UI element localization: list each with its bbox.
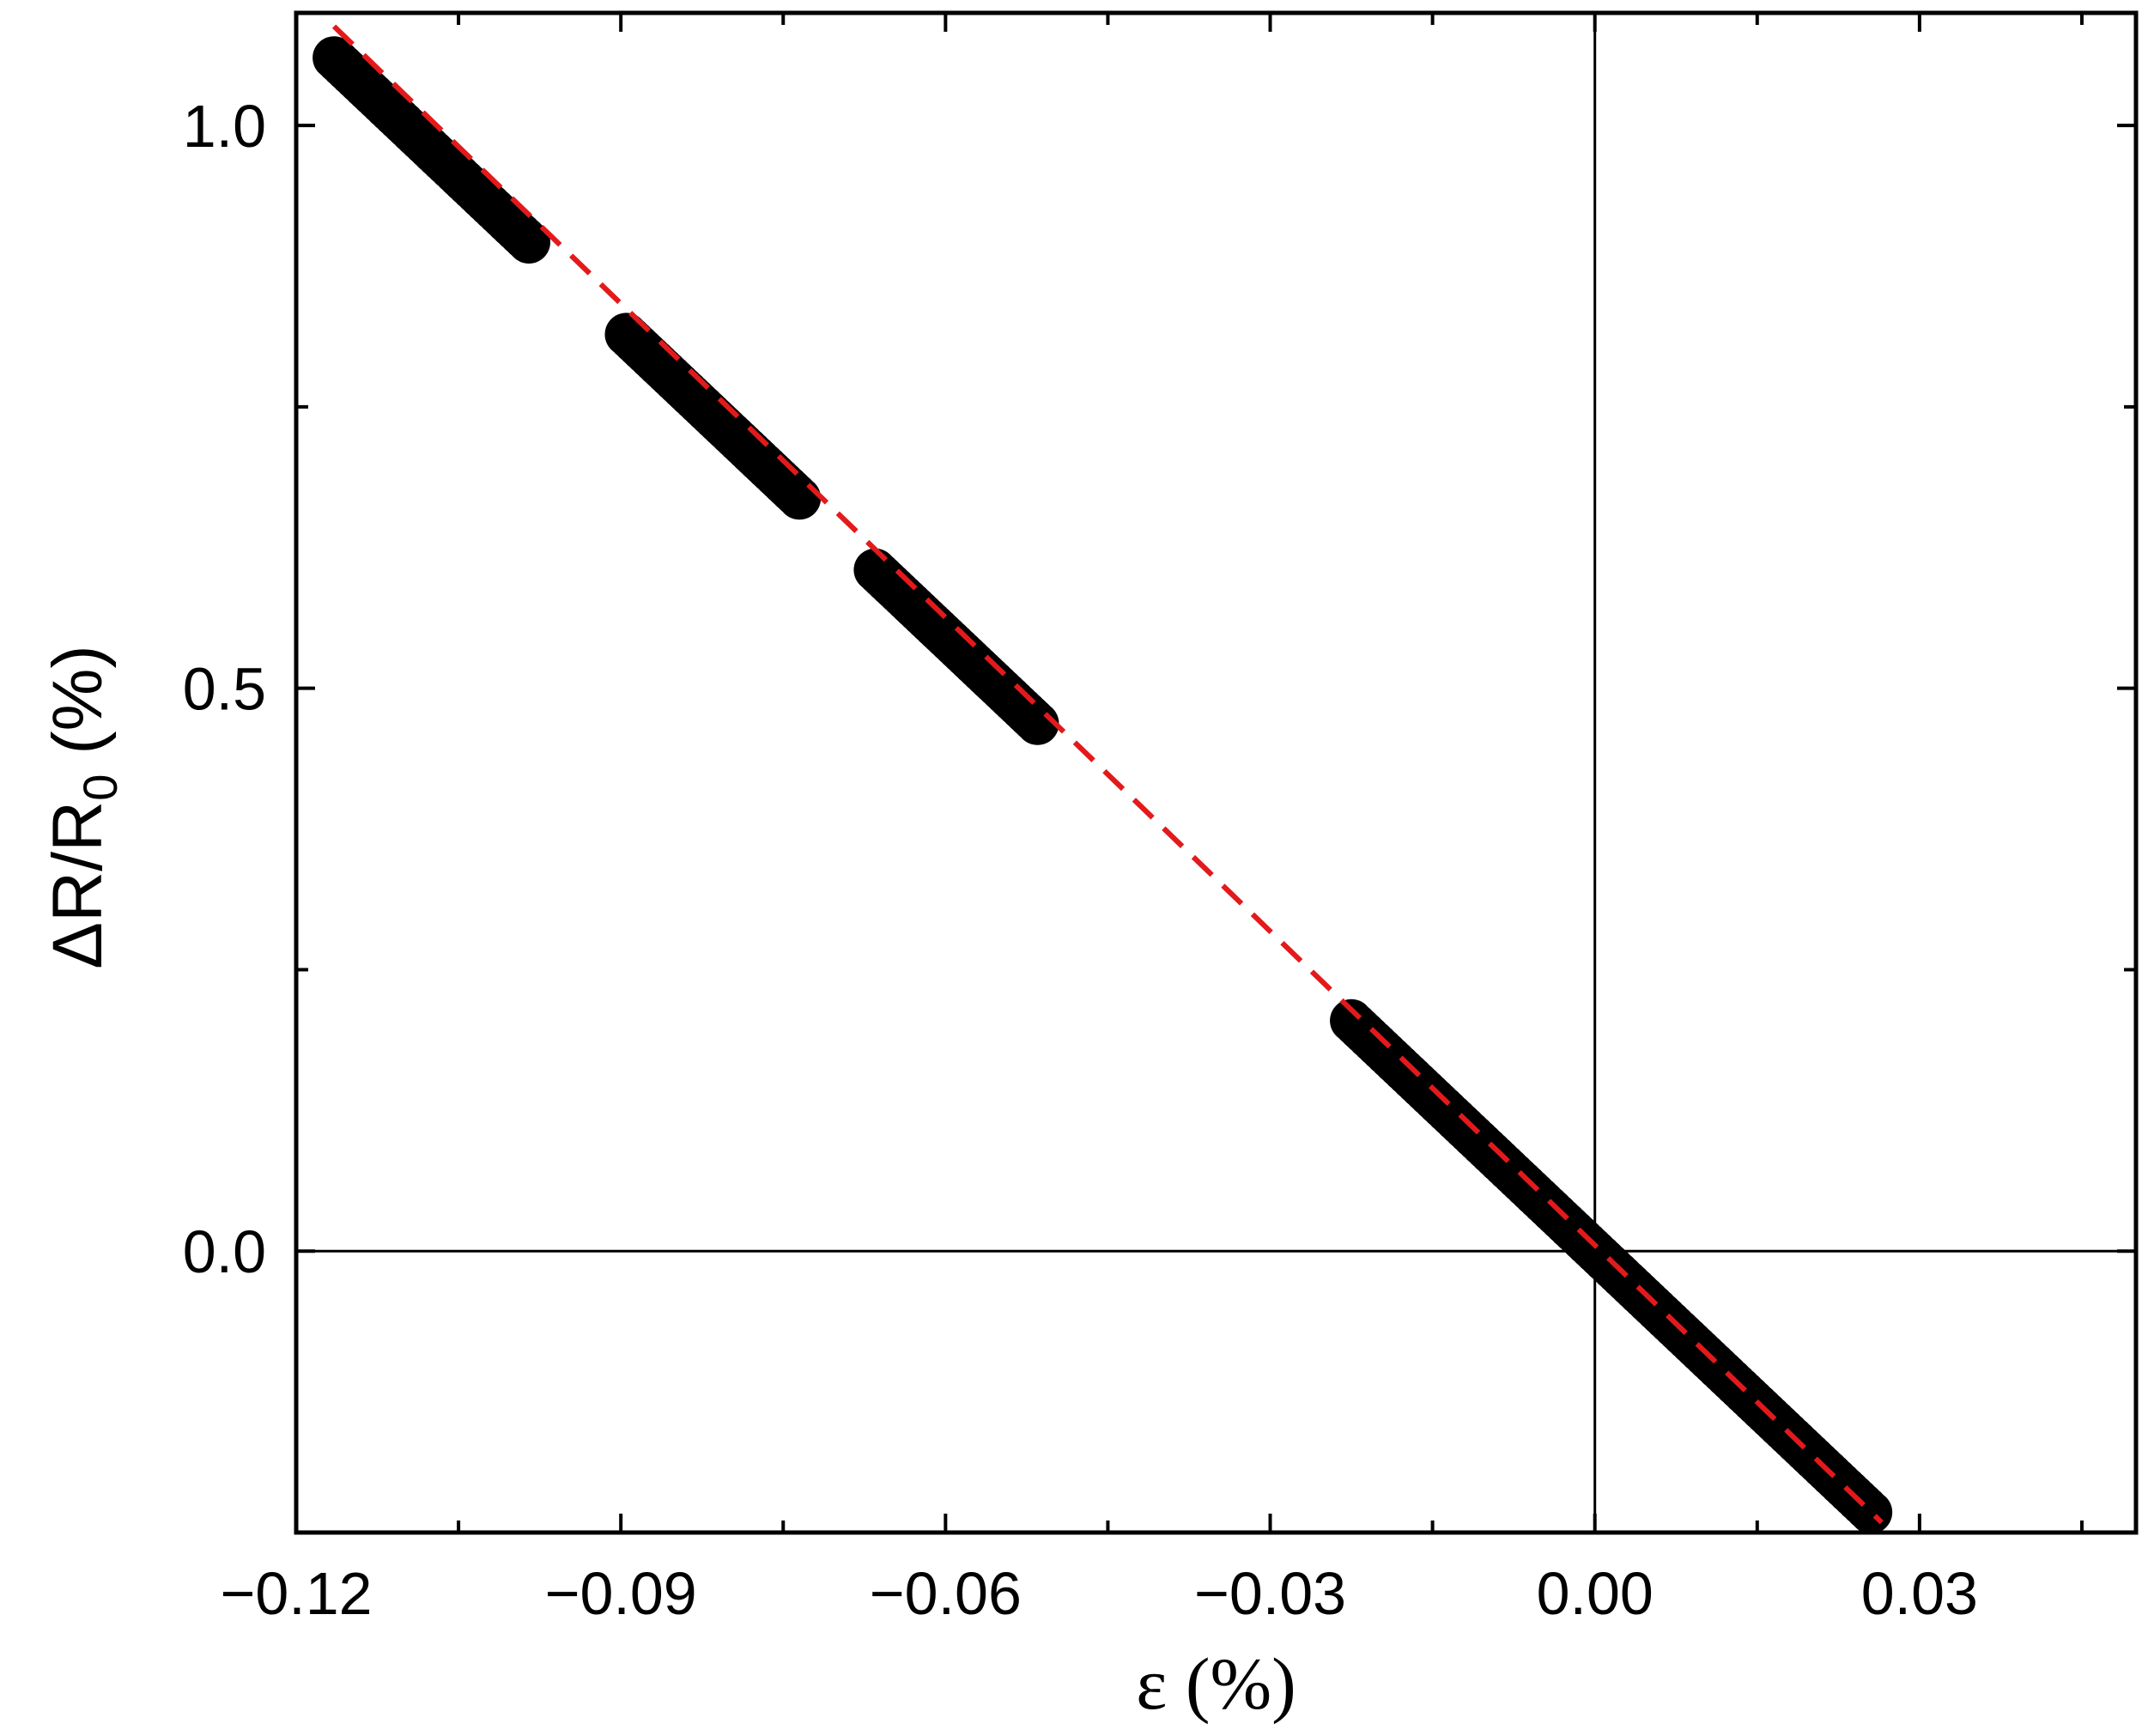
scatter-points-layer <box>313 24 1893 1534</box>
y-axis-title-suffix: (%) <box>39 645 117 774</box>
y-axis-title-subscript: 0 <box>73 774 127 801</box>
x-tick-label: −0.03 <box>1194 1560 1346 1627</box>
x-tick-label: −0.06 <box>870 1560 1022 1627</box>
x-tick-label: −0.12 <box>220 1560 372 1627</box>
x-tick-label: 0.00 <box>1537 1560 1654 1627</box>
y-tick-label: 1.0 <box>183 93 266 160</box>
y-axis-title-main: ΔR/R <box>39 801 117 969</box>
data-point <box>778 476 822 520</box>
plot-frame <box>294 10 2139 1535</box>
x-tick-label: −0.09 <box>545 1560 697 1627</box>
linear-fit-line-overlay <box>332 24 1884 1525</box>
tick-labels: −0.12 −0.09 −0.06 −0.03 0.00 0.03 0.0 0.5 1.0 <box>183 93 1978 1627</box>
x-tick-label: 0.03 <box>1861 1560 1978 1627</box>
x-axis-title: ε (%) <box>1136 1642 1296 1725</box>
reference-lines <box>296 13 2136 1533</box>
y-tick-label: 0.0 <box>183 1218 266 1285</box>
axis-ticks <box>294 13 2136 1534</box>
data-point <box>1016 701 1059 745</box>
y-tick-label: 0.5 <box>183 656 266 723</box>
data-point <box>507 221 551 264</box>
y-axis-title: ΔR/R0 (%) <box>39 645 127 968</box>
